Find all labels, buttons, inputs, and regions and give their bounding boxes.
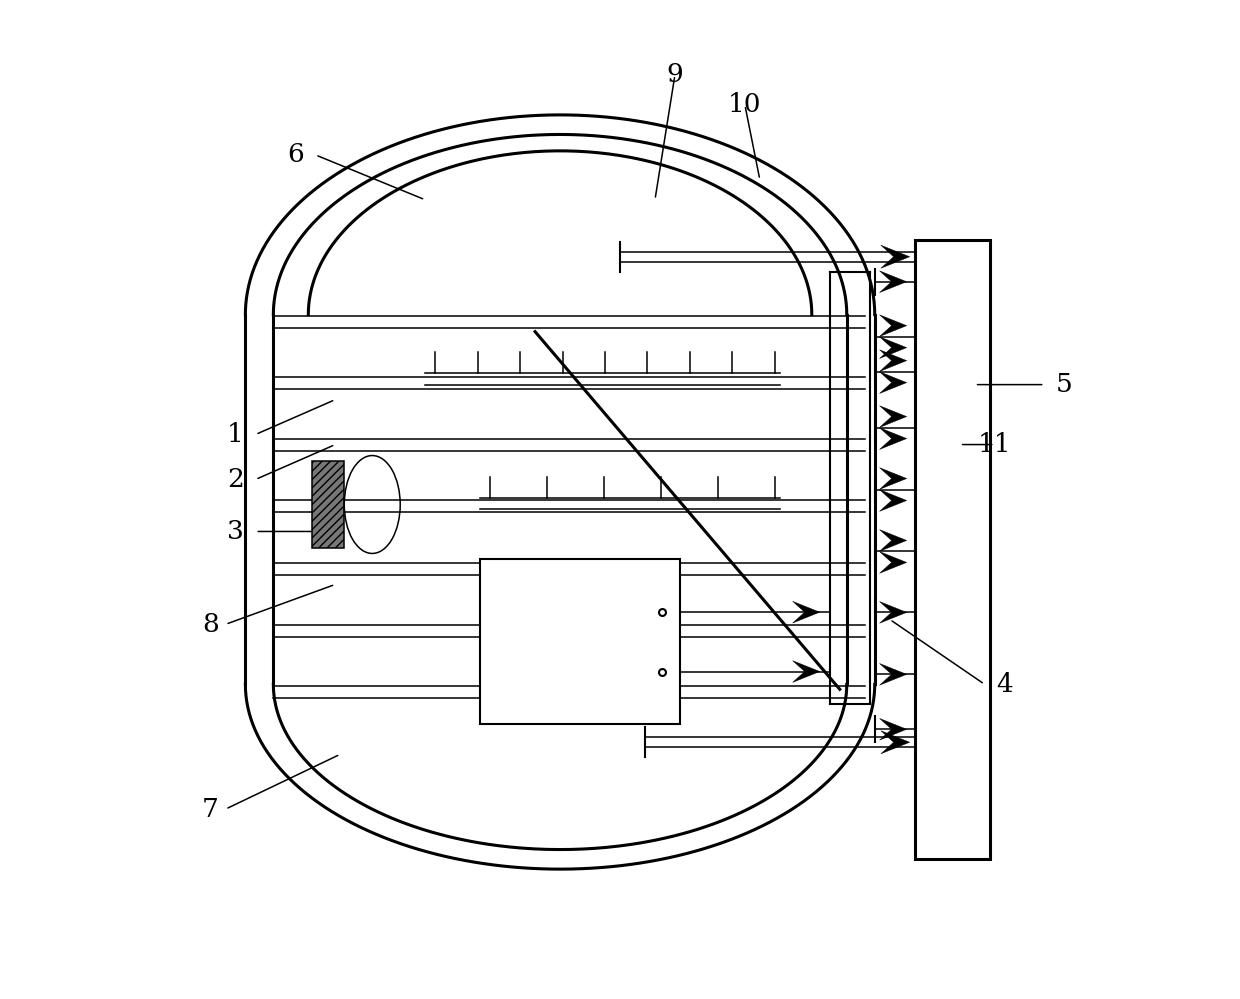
Polygon shape [879, 529, 906, 551]
Polygon shape [879, 601, 906, 623]
Text: 2: 2 [227, 467, 244, 493]
Polygon shape [792, 660, 820, 682]
Polygon shape [879, 315, 906, 337]
Text: 1: 1 [227, 422, 244, 448]
Text: 6: 6 [286, 142, 304, 168]
Text: 8: 8 [202, 611, 218, 637]
Text: 9: 9 [667, 62, 683, 88]
Polygon shape [792, 601, 820, 623]
Polygon shape [879, 271, 906, 293]
Polygon shape [879, 372, 906, 394]
Polygon shape [879, 337, 906, 359]
Bar [915, 240, 990, 859]
Polygon shape [879, 468, 906, 490]
Polygon shape [879, 718, 906, 740]
Text: 7: 7 [202, 796, 218, 822]
Bar [312, 461, 345, 548]
Text: 3: 3 [227, 518, 244, 544]
Polygon shape [880, 245, 910, 269]
Bar [480, 559, 680, 724]
Text: 4: 4 [996, 671, 1013, 697]
Polygon shape [879, 350, 906, 372]
Text: 10: 10 [728, 92, 761, 118]
Polygon shape [879, 406, 906, 428]
Polygon shape [879, 663, 906, 685]
Polygon shape [879, 490, 906, 511]
Text: 11: 11 [978, 432, 1012, 458]
Polygon shape [879, 428, 906, 450]
Polygon shape [880, 730, 910, 754]
Text: 5: 5 [1056, 372, 1073, 398]
Polygon shape [879, 551, 906, 573]
